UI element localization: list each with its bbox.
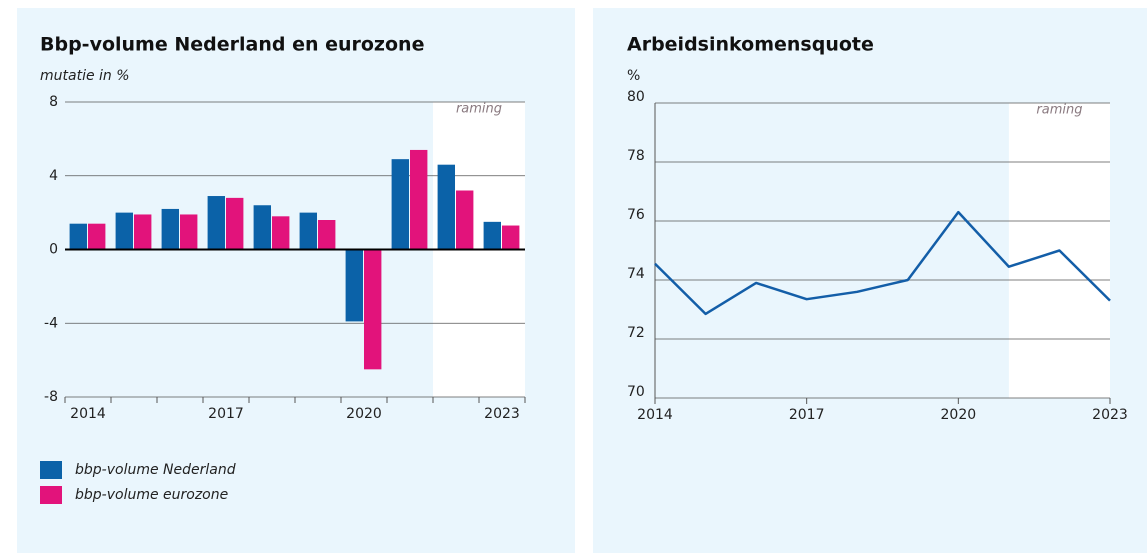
bar: [364, 249, 382, 370]
bar: [161, 208, 179, 250]
bar: [456, 190, 474, 250]
y-tick-label: 8: [49, 94, 58, 110]
line: [654, 210, 1111, 316]
bar: [391, 159, 409, 250]
bar: [207, 196, 225, 250]
bar: [88, 223, 106, 250]
legend-label: bbp-volume eurozone: [75, 487, 228, 503]
bar: [345, 249, 363, 322]
annotation: raming: [456, 102, 502, 117]
y-tick-label: 76: [627, 207, 645, 223]
y-tick-label: 74: [627, 266, 645, 282]
x-tick-label: 2017: [789, 407, 825, 423]
bar: [502, 225, 520, 250]
bar: [115, 212, 133, 250]
y-tick-label: 70: [627, 384, 645, 400]
y-tick-label: -4: [44, 315, 58, 331]
y-axis-label: %: [627, 68, 640, 84]
bar: [483, 221, 501, 250]
x-tick-label: 2014: [70, 406, 106, 422]
y-tick-label: 72: [627, 325, 645, 341]
bar: [318, 220, 336, 250]
bar: [437, 164, 455, 250]
chart-title: Arbeidsinkomensquote: [627, 34, 874, 56]
x-tick-label: 2020: [346, 406, 382, 422]
x-tick-label: 2017: [208, 406, 244, 422]
legend-swatch: [40, 461, 62, 479]
y-tick-label: 80: [627, 89, 645, 105]
y-tick-label: 4: [49, 168, 58, 184]
bar: [410, 149, 428, 250]
legend-label: bbp-volume Nederland: [75, 462, 236, 478]
bar: [272, 216, 290, 250]
bar: [226, 197, 244, 250]
bar: [299, 212, 317, 250]
x-tick-label: 2023: [1092, 407, 1128, 423]
bar: [253, 205, 271, 250]
bar: [69, 223, 87, 250]
bar: [134, 214, 152, 250]
x-tick-label: 2020: [941, 407, 977, 423]
annotation: raming: [1036, 103, 1082, 118]
x-tick-label: 2023: [484, 406, 520, 422]
y-tick-label: -8: [44, 389, 58, 405]
bar: [180, 214, 198, 250]
y-tick-label: 78: [627, 148, 645, 164]
x-tick-label: 2014: [637, 407, 673, 423]
chart-title: Bbp-volume Nederland en eurozone: [40, 34, 424, 56]
y-axis-label: mutatie in %: [40, 68, 130, 84]
legend-swatch: [40, 486, 62, 504]
y-tick-label: 0: [49, 242, 58, 258]
